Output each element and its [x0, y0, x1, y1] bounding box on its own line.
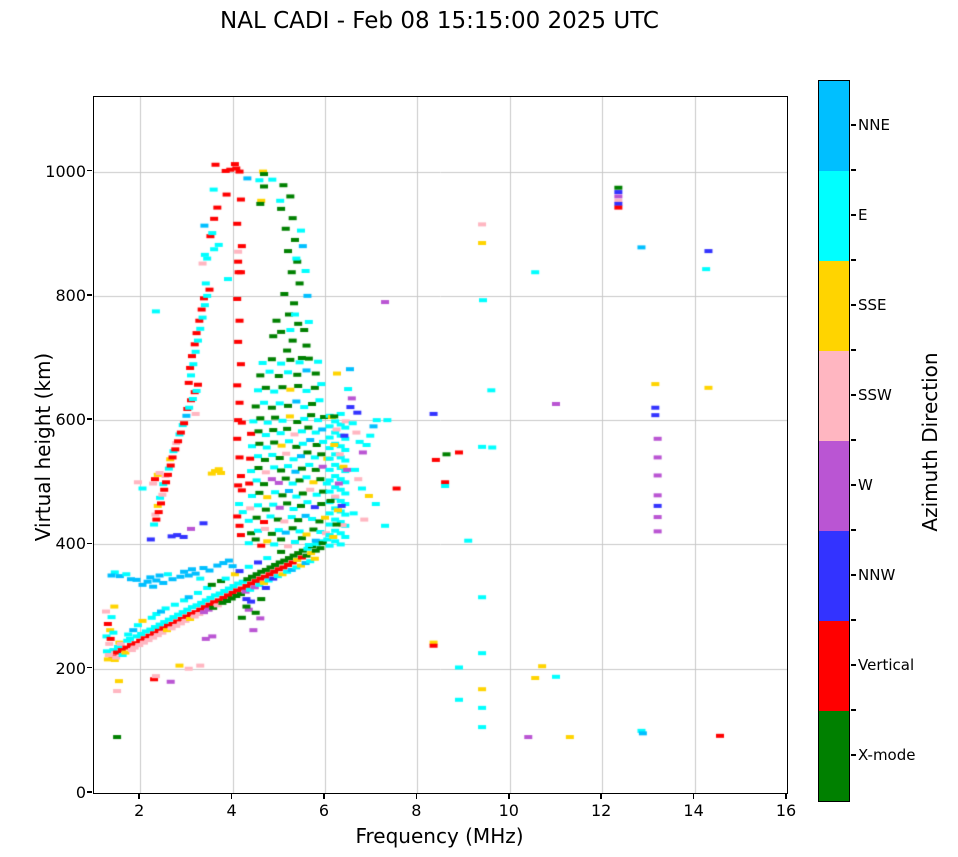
x-tick	[692, 793, 695, 799]
colorbar-label-ssw: SSW	[858, 386, 892, 404]
y-tick-label: 0	[75, 783, 86, 802]
colorbar-tick	[850, 709, 856, 711]
colorbar-tick	[850, 529, 856, 531]
colorbar-label-sse: SSE	[858, 296, 887, 314]
colorbar-tick	[850, 214, 856, 216]
y-tick	[87, 791, 92, 793]
x-tick-label: 14	[683, 801, 704, 820]
colorbar-segment-w	[819, 441, 849, 531]
x-tick	[508, 793, 510, 799]
y-tick-label: 200	[55, 658, 86, 678]
x-tick	[323, 793, 325, 799]
colorbar-tick	[850, 259, 856, 261]
colorbar-label-nne: NNE	[858, 116, 890, 134]
x-axis-label: Frequency (MHz)	[355, 824, 524, 848]
x-tick-label: 2	[134, 801, 145, 820]
y-tick-label: 600	[55, 410, 86, 430]
colorbar-tick	[850, 754, 856, 756]
y-tick-label: 400	[55, 534, 86, 554]
colorbar-tick	[850, 664, 856, 666]
colorbar-tick	[850, 169, 856, 171]
colorbar-segment-sse	[819, 261, 849, 351]
colorbar-tick	[850, 484, 856, 486]
y-axis-label: Virtual height (km)	[31, 352, 55, 542]
colorbar-tick	[850, 349, 856, 351]
plot-area	[93, 96, 788, 794]
y-tick	[87, 542, 92, 545]
x-tick-label: 8	[411, 801, 422, 820]
colorbar-tick	[850, 574, 856, 576]
y-tick	[87, 294, 92, 296]
x-tick	[230, 793, 233, 799]
colorbar-segment-x-mode	[819, 711, 849, 801]
x-tick-label: 16	[775, 801, 797, 820]
colorbar-tick	[850, 394, 856, 396]
colorbar	[818, 80, 850, 802]
colorbar-segment-nnw	[819, 531, 849, 621]
colorbar-tick	[850, 619, 856, 621]
x-tick	[138, 793, 140, 799]
y-tick	[87, 666, 92, 669]
y-tick	[87, 169, 92, 172]
y-tick	[87, 418, 92, 420]
x-tick	[415, 793, 418, 799]
colorbar-axis-label: Azimuth Direction	[918, 352, 942, 532]
colorbar-label-w: W	[858, 476, 873, 494]
colorbar-tick	[850, 124, 856, 126]
colorbar-segment-ssw	[819, 351, 849, 441]
chart-title: NAL CADI - Feb 08 15:15:00 2025 UTC	[220, 8, 659, 34]
x-tick	[600, 793, 602, 799]
colorbar-label-x-mode: X-mode	[858, 746, 916, 764]
y-tick-label: 800	[55, 285, 86, 305]
colorbar-label-nnw: NNW	[858, 566, 896, 584]
colorbar-segment-vertical	[819, 621, 849, 711]
colorbar-label-vertical: Vertical	[858, 656, 915, 674]
colorbar-label-e: E	[858, 206, 868, 224]
x-tick-label: 10	[498, 801, 519, 820]
colorbar-tick	[850, 304, 856, 306]
x-tick-label: 4	[226, 801, 237, 820]
colorbar-tick	[850, 439, 856, 441]
x-tick-label: 6	[318, 801, 330, 820]
colorbar-segment-e	[819, 171, 849, 261]
x-tick	[785, 793, 787, 799]
colorbar-segment-nne	[819, 81, 849, 171]
x-tick-label: 12	[591, 801, 612, 820]
y-tick-label: 1000	[45, 161, 86, 181]
scatter-canvas	[94, 97, 787, 793]
